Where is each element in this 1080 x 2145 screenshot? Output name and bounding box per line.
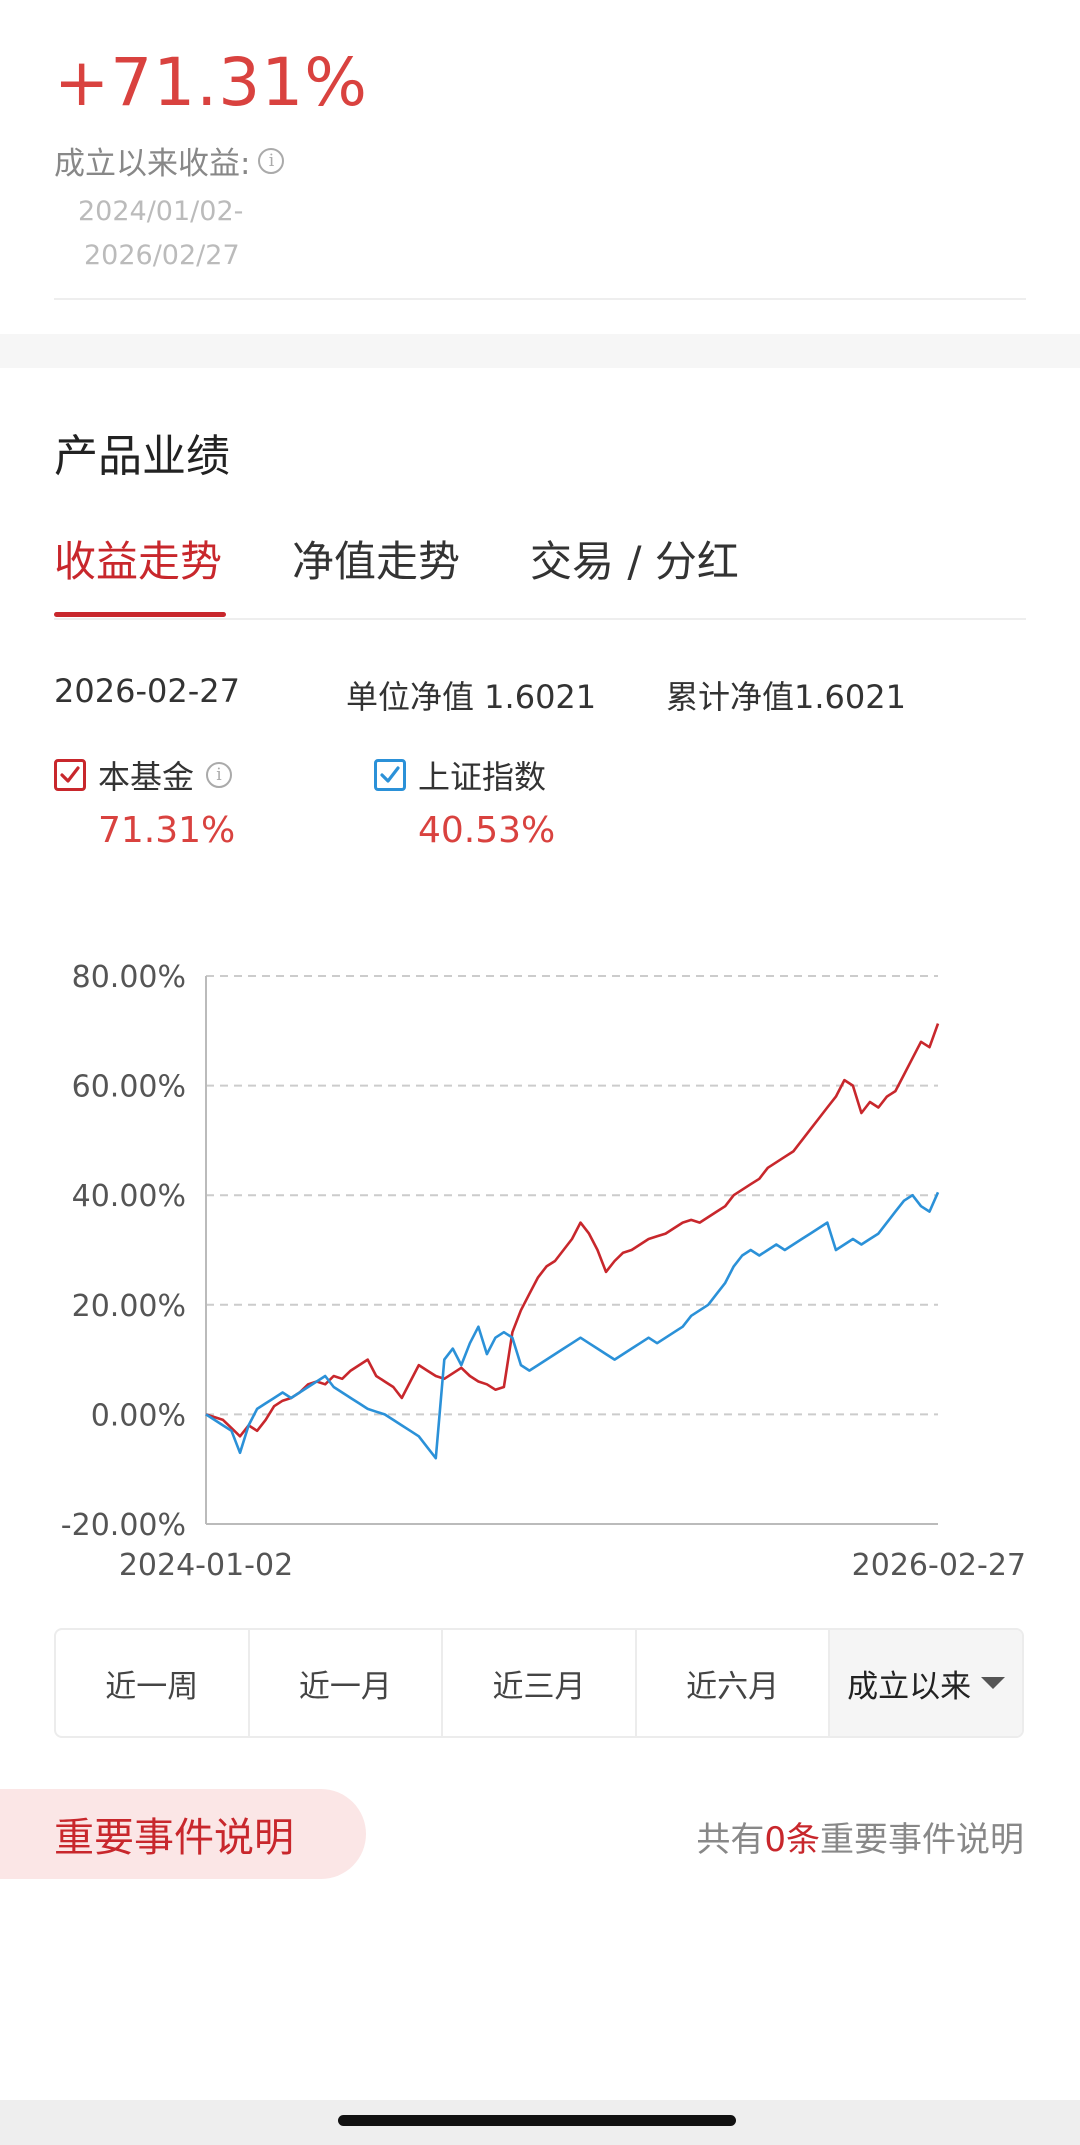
x-tick-label: 2026-02-27 [852, 1548, 1026, 1583]
legend-fund[interactable]: 本基金 i [54, 752, 233, 798]
y-tick-label: 60.00% [72, 1070, 186, 1105]
range-since-inception[interactable]: 成立以来 [830, 1630, 1022, 1736]
nav-date: 2026-02-27 [54, 672, 240, 710]
divider [54, 298, 1026, 300]
events-count-prefix: 共有 [696, 1820, 765, 1860]
tabs-divider [54, 618, 1026, 620]
legend-index[interactable]: 上证指数 [374, 752, 546, 798]
legend-fund-label: 本基金 [98, 758, 195, 796]
events-count-text[interactable]: 共有0条重要事件说明 [696, 1812, 1024, 1861]
section-title: 产品业绩 [54, 431, 230, 482]
events-count-number: 0 [764, 1820, 786, 1860]
important-events-title: 重要事件说明 [54, 1815, 294, 1861]
active-tab-indicator [54, 612, 226, 617]
cumulative-nav: 累计净值1.6021 [666, 678, 906, 716]
info-icon[interactable]: i [206, 762, 233, 788]
tab-trade-dividend[interactable]: 交易 / 分红 [530, 537, 739, 586]
tab-nav-trend[interactable]: 净值走势 [292, 537, 461, 586]
section-separator [0, 334, 1080, 368]
range-6m[interactable]: 近六月 [637, 1630, 831, 1736]
date-range-end: 2026/02/27 [84, 240, 240, 271]
caret-down-icon [981, 1677, 1006, 1689]
since-inception-label: 成立以来收益: i [54, 138, 285, 183]
range-1w[interactable]: 近一周 [56, 1630, 250, 1736]
range-selector: 近一周 近一月 近三月 近六月 成立以来 [54, 1628, 1024, 1738]
date-range-start: 2024/01/02- [78, 196, 244, 227]
y-tick-label: 0.00% [91, 1398, 186, 1433]
events-count-unit: 条 [786, 1820, 820, 1860]
checkbox-checked-icon[interactable] [54, 759, 86, 791]
y-tick-label: 80.00% [72, 960, 186, 995]
series-line-index [205, 1191, 940, 1460]
y-tick-label: 20.00% [72, 1289, 186, 1324]
range-1m[interactable]: 近一月 [250, 1630, 444, 1736]
since-inception-text: 成立以来收益: [54, 146, 251, 182]
x-tick-label: 2024-01-02 [119, 1548, 293, 1583]
legend-index-label: 上证指数 [418, 758, 547, 796]
y-tick-label: 40.00% [72, 1179, 186, 1214]
home-indicator[interactable] [338, 2115, 736, 2126]
events-count-suffix: 重要事件说明 [820, 1820, 1024, 1860]
date-range: 2024/01/02- 2026/02/27 [78, 190, 243, 278]
unit-nav: 单位净值 1.6021 [346, 678, 597, 716]
tab-return-trend[interactable]: 收益走势 [54, 537, 223, 586]
important-events-tag[interactable]: 重要事件说明 [0, 1789, 366, 1879]
info-icon[interactable]: i [258, 147, 285, 174]
y-tick-label: -20.00% [61, 1508, 186, 1543]
range-since-inception-label: 成立以来 [847, 1668, 972, 1705]
total-return-value: +71.31% [54, 44, 368, 121]
legend-fund-value: 71.31% [98, 810, 236, 851]
legend-index-value: 40.53% [418, 810, 556, 851]
return-trend-chart[interactable]: 80.00% 60.00% 40.00% 20.00% 0.00% -20.00% 2024… [0, 950, 1080, 1590]
range-3m[interactable]: 近三月 [443, 1630, 637, 1736]
checkbox-checked-icon[interactable] [374, 759, 406, 791]
